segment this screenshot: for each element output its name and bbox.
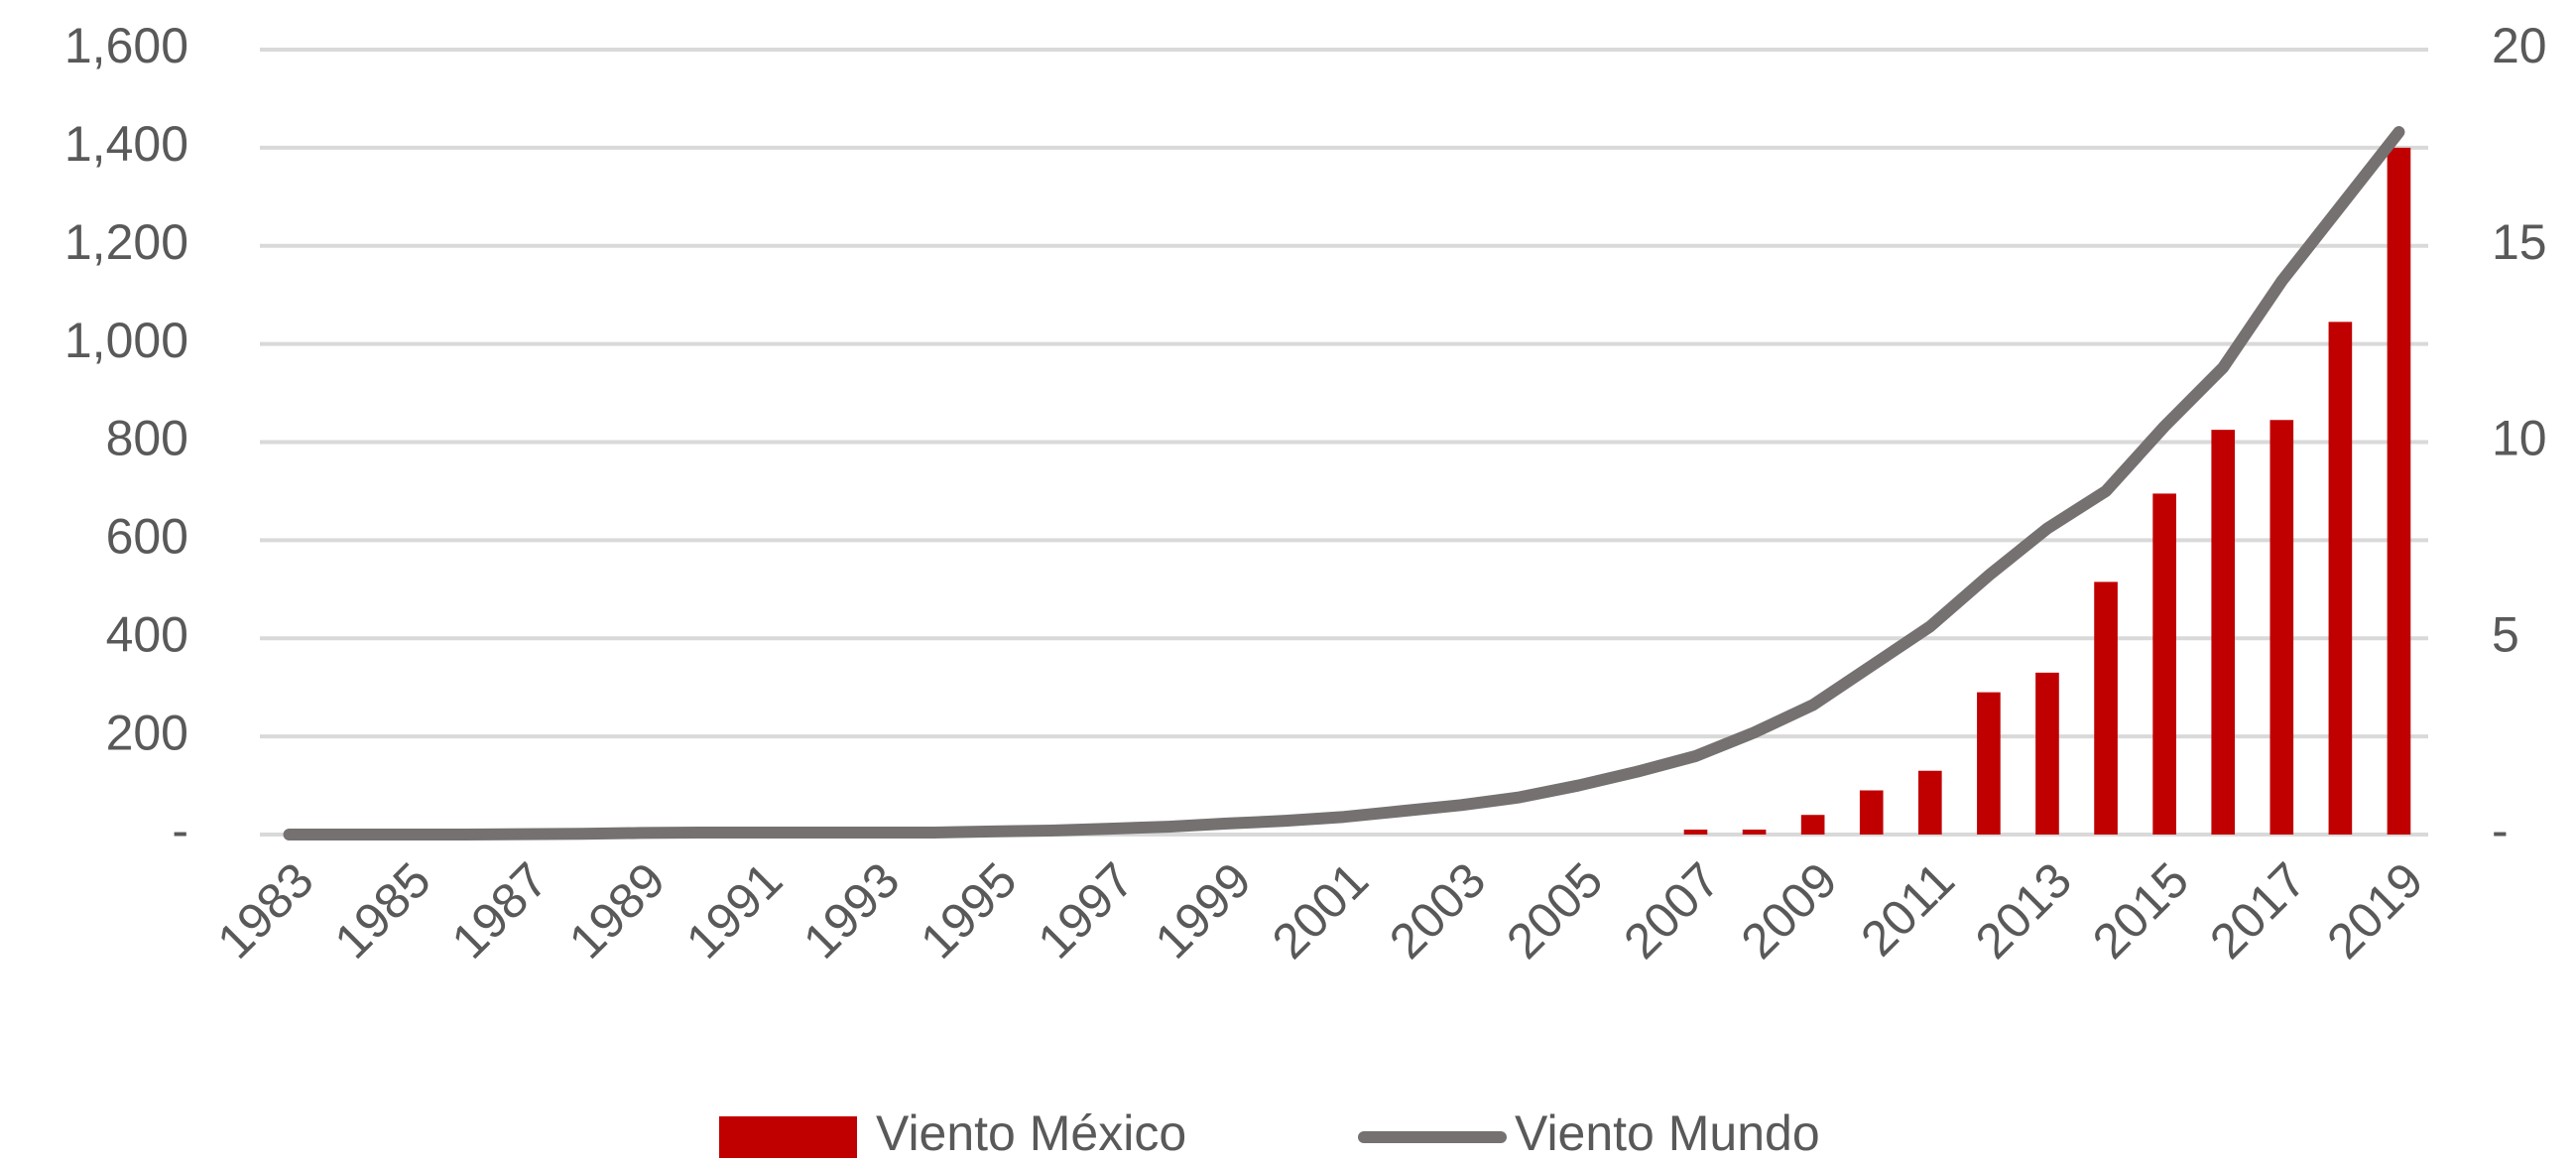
x-tick-label: 1983	[206, 852, 323, 969]
x-tick-label: 2007	[1613, 852, 1730, 969]
x-tick-label: 2011	[1850, 852, 1965, 968]
y-tick-label: 800	[106, 411, 188, 466]
legend-label: Viento Mundo	[1515, 1105, 1820, 1161]
y-tick-label: 400	[106, 606, 188, 662]
x-tick-label: 2001	[1262, 852, 1379, 969]
bar	[1859, 790, 1884, 835]
x-tick-label: 2013	[1965, 852, 2082, 969]
legend-swatch	[719, 1116, 857, 1158]
bar	[2152, 493, 2176, 835]
x-tick-label: 1993	[793, 852, 910, 969]
bar	[1800, 815, 1825, 835]
bar	[2387, 147, 2411, 835]
x-tick-label: 2017	[2199, 852, 2316, 969]
x-tick-label: 2003	[1379, 852, 1496, 969]
y2-tick-label: 5	[2492, 606, 2519, 662]
bar	[2328, 322, 2353, 835]
y-tick-label: -	[172, 803, 188, 858]
legend-label: Viento México	[876, 1105, 1186, 1161]
bar	[1742, 830, 1767, 835]
x-tick-label: 1995	[910, 852, 1027, 969]
y2-tick-label: -	[2492, 803, 2509, 858]
line	[283, 126, 2405, 840]
y2-tick-label: 10	[2492, 411, 2547, 466]
bar	[2094, 582, 2118, 835]
y-tick-label: 200	[106, 705, 188, 760]
x-tick-label: 1985	[324, 852, 441, 969]
x-tick-label: 1989	[558, 852, 675, 969]
x-tick-label: 1999	[1145, 852, 1262, 969]
x-tick-label: 1997	[1028, 852, 1145, 969]
x-tick-label: 2019	[2316, 852, 2433, 969]
x-tick-label: 2009	[1731, 852, 1848, 969]
x-tick-label: 2015	[2082, 852, 2199, 969]
y2-tick-label: 20	[2492, 18, 2547, 73]
y2-tick-label: 15	[2492, 214, 2547, 270]
bar	[1683, 830, 1708, 835]
y-tick-label: 1,600	[64, 18, 188, 73]
y-tick-label: 600	[106, 509, 188, 565]
bar	[2035, 672, 2059, 835]
x-tick-label: 2005	[1496, 852, 1613, 969]
bar	[2269, 420, 2294, 835]
bar	[2211, 430, 2236, 835]
bar	[1977, 692, 2001, 835]
y-tick-label: 1,000	[64, 313, 188, 368]
x-tick-label: 1987	[441, 852, 558, 969]
y-tick-label: 1,200	[64, 214, 188, 270]
y-tick-label: 1,400	[64, 116, 188, 172]
bar	[1917, 770, 1942, 835]
x-tick-label: 1991	[675, 852, 793, 969]
